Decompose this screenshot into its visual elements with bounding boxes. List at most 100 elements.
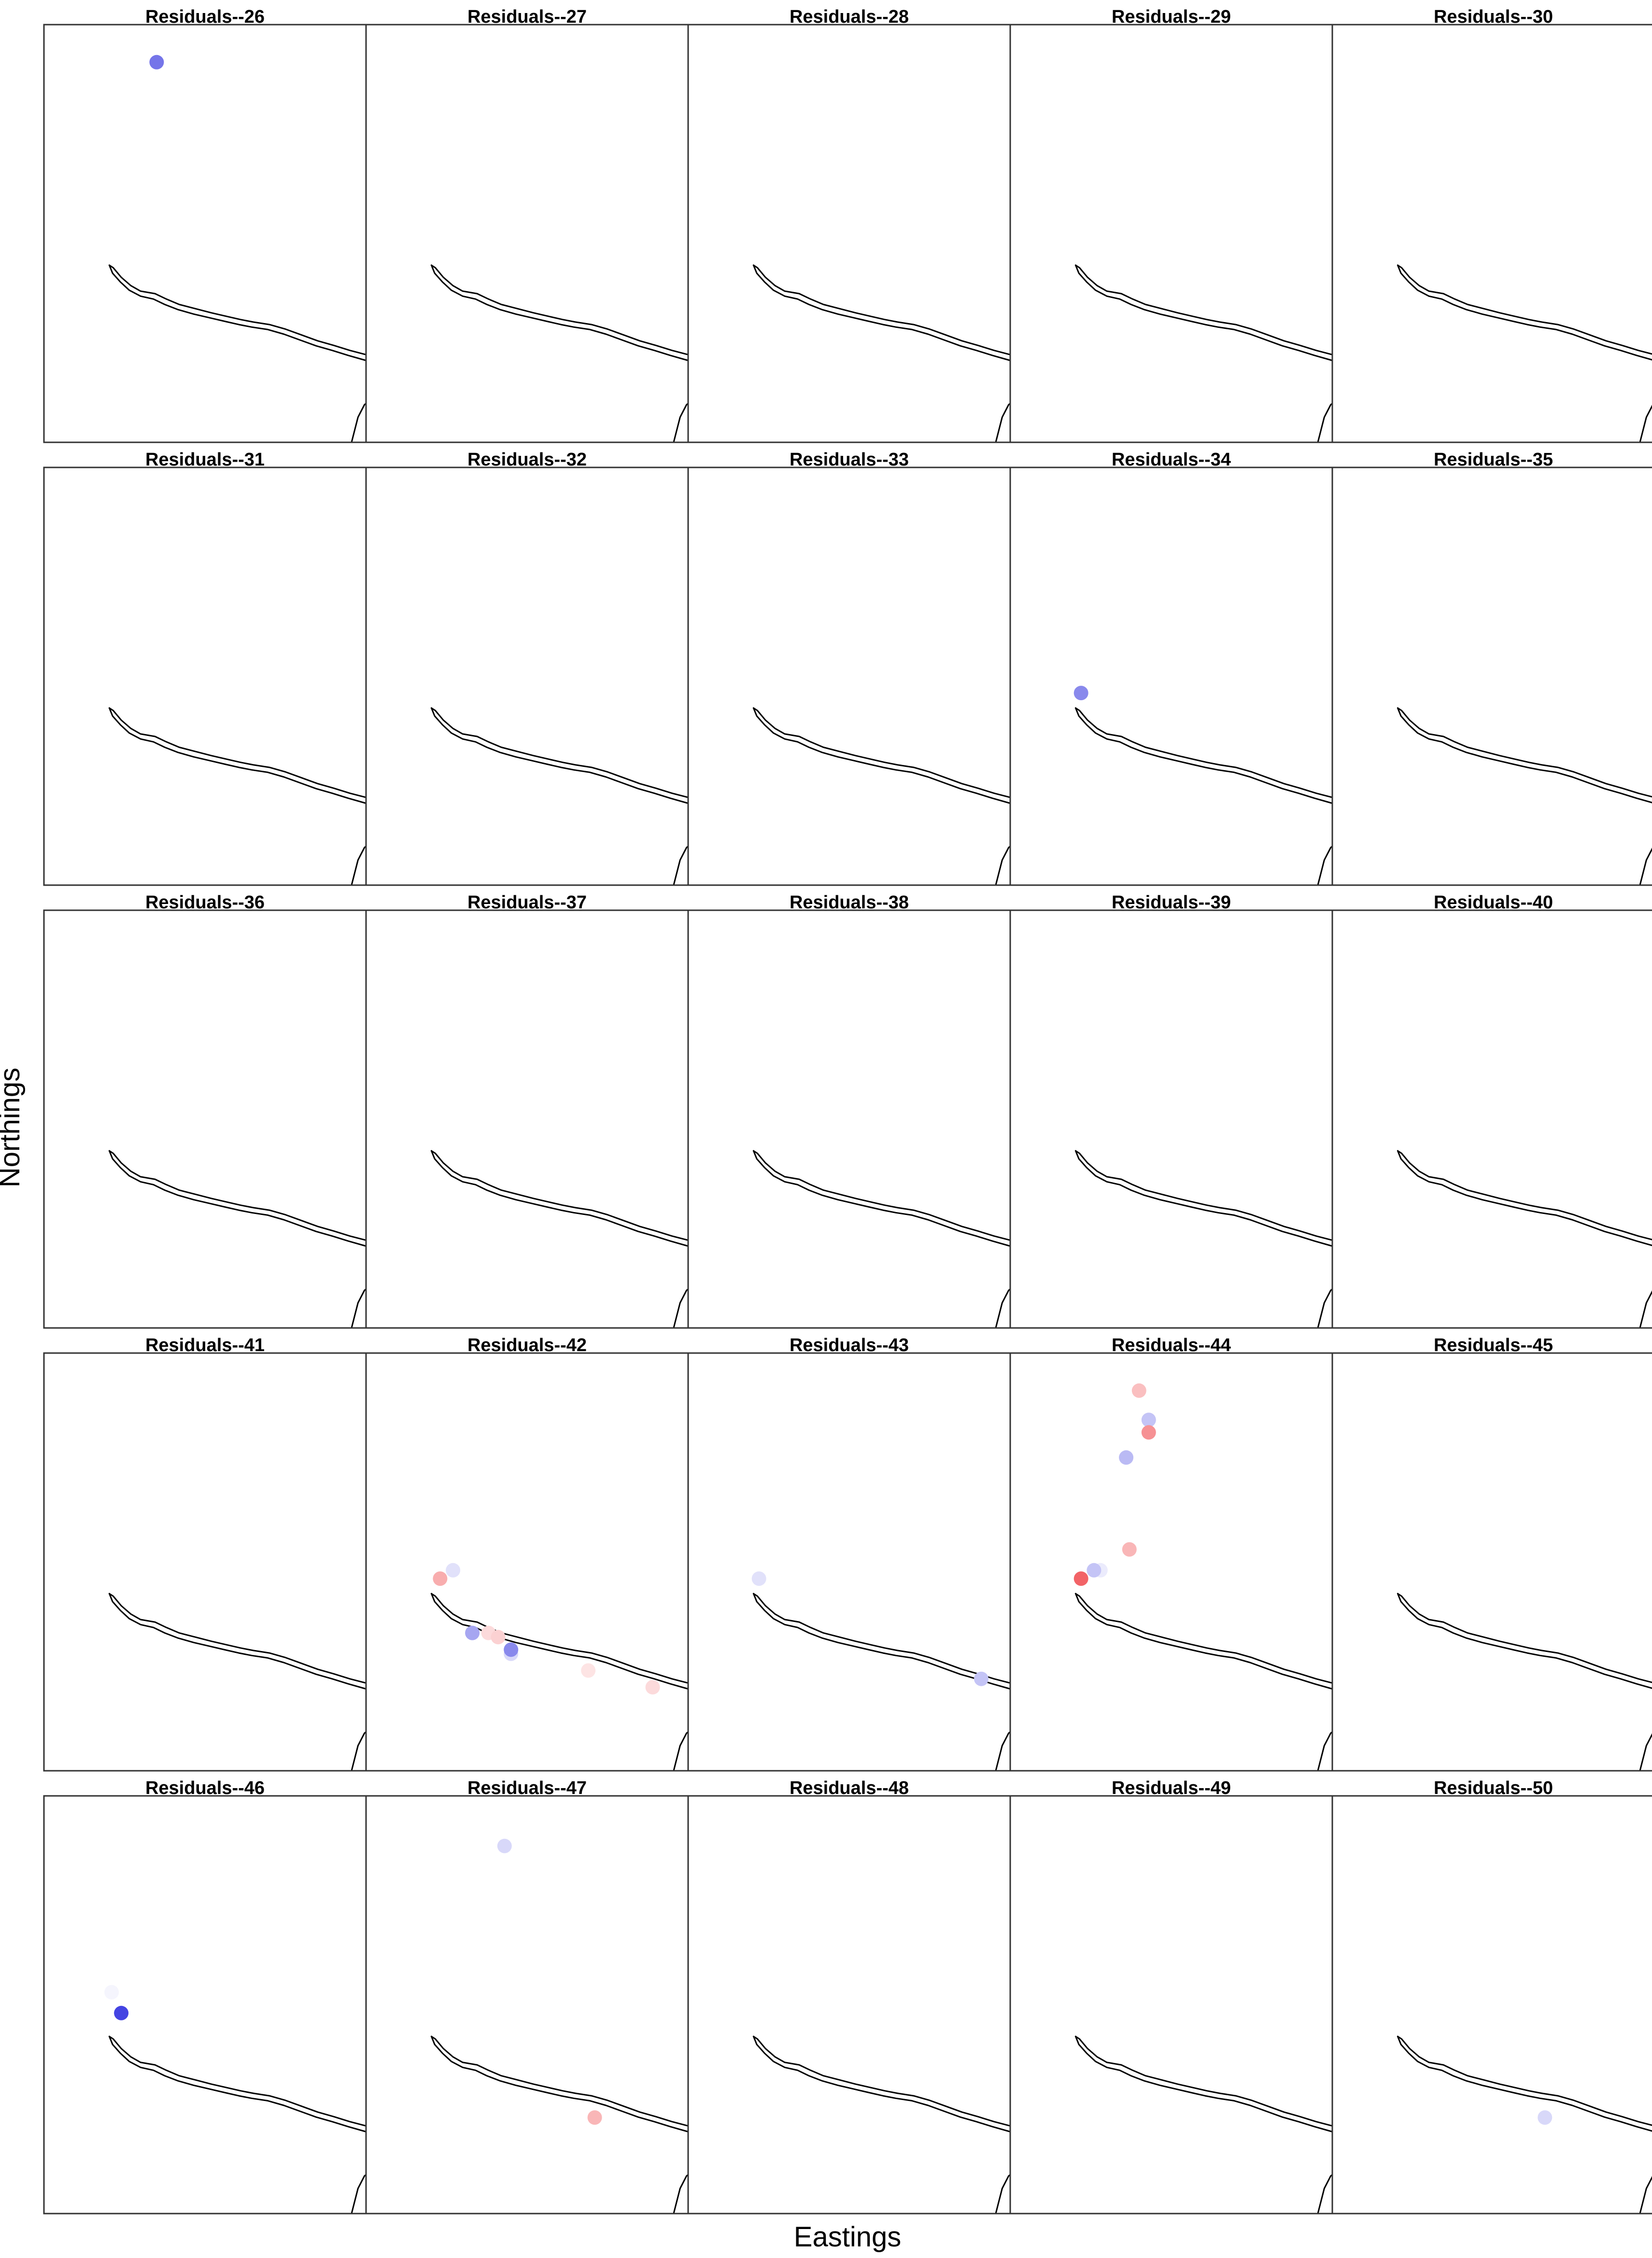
panel-title: Residuals--43 — [790, 1335, 909, 1355]
coastline-corner — [1639, 847, 1652, 886]
coastline — [752, 264, 1011, 355]
residual-point — [465, 1625, 480, 1640]
coastline-corner — [995, 1288, 1011, 1329]
panel-title: Residuals--34 — [1112, 450, 1231, 470]
residual-point — [504, 1642, 519, 1657]
residual-point — [1073, 686, 1088, 701]
residual-point — [645, 1680, 660, 1694]
coastline — [1397, 707, 1652, 804]
panel: Residuals--33 — [687, 450, 1011, 886]
panel-frame — [365, 1352, 689, 1772]
panel-title: Residuals--49 — [1112, 1778, 1231, 1798]
panel-frame — [1331, 24, 1652, 443]
residual-point — [497, 1838, 512, 1853]
panel-frame — [43, 909, 367, 1329]
residual-point — [1087, 1563, 1101, 1578]
panel-frame — [1009, 909, 1333, 1329]
coastline-corner — [1639, 2176, 1652, 2215]
coastline-corner — [1317, 846, 1333, 886]
panel-frame — [365, 1795, 689, 2215]
residual-point — [433, 1571, 448, 1586]
coastline — [430, 2035, 689, 2132]
residual-point — [446, 1563, 461, 1578]
coastline — [430, 707, 689, 798]
panel: Residuals--46 — [43, 1778, 367, 2215]
panel: Residuals--31 — [43, 450, 367, 886]
coastline-corner — [1639, 1290, 1652, 1329]
panel: Residuals--39 — [1009, 892, 1333, 1329]
panel-title: Residuals--30 — [1434, 7, 1553, 27]
panel-title: Residuals--48 — [790, 1778, 909, 1798]
panel-title: Residuals--28 — [790, 7, 909, 27]
panel-frame — [687, 466, 1011, 886]
coastline — [1074, 264, 1333, 361]
coastline — [752, 1150, 1011, 1247]
coastline — [1397, 1593, 1652, 1689]
coastline — [108, 1593, 367, 1690]
coastline — [108, 2035, 367, 2127]
coastline-corner — [673, 1288, 689, 1329]
coastline-corner — [673, 403, 689, 443]
panel-title: Residuals--45 — [1434, 1335, 1553, 1355]
panel-frame — [365, 909, 689, 1329]
coastline-corner — [351, 846, 367, 886]
panel: Residuals--48 — [687, 1778, 1011, 2215]
panel: Residuals--28 — [687, 7, 1011, 443]
coastline — [1074, 2035, 1333, 2127]
panel: Residuals--49 — [1009, 1778, 1333, 2215]
coastline — [1074, 2035, 1333, 2132]
panel: Residuals--36 — [43, 892, 367, 1329]
panel: Residuals--43 — [687, 1335, 1011, 1772]
coastline-corner — [673, 1731, 689, 1772]
panel-frame — [1009, 466, 1333, 886]
panel-frame — [1009, 1795, 1333, 2215]
coastline — [108, 1150, 367, 1241]
panel: Residuals--30 — [1331, 7, 1652, 443]
panel-title: Residuals--37 — [467, 892, 587, 913]
panel-frame — [1009, 24, 1333, 443]
coastline — [1074, 1593, 1333, 1684]
coastline-corner — [1317, 1731, 1333, 1772]
panel-title: Residuals--29 — [1112, 7, 1231, 27]
coastline-corner — [995, 846, 1011, 886]
panel-title: Residuals--33 — [790, 450, 909, 470]
coastline — [108, 264, 367, 361]
coastline — [430, 264, 689, 355]
residual-point — [1131, 1383, 1146, 1398]
coastline — [1397, 1150, 1652, 1241]
coastline — [752, 707, 1011, 804]
coastline-corner — [351, 1288, 367, 1329]
residual-point — [1073, 1571, 1088, 1586]
coastline — [430, 1150, 689, 1241]
residual-point — [491, 1630, 506, 1645]
coastline — [1397, 707, 1652, 798]
panel-title: Residuals--27 — [467, 7, 587, 27]
coastline — [1397, 1150, 1652, 1246]
coastline-corner — [1639, 405, 1652, 443]
panel: Residuals--42 — [365, 1335, 689, 1772]
coastline — [1397, 2035, 1652, 2132]
panel-title: Residuals--32 — [467, 450, 587, 470]
residual-point — [1141, 1425, 1156, 1440]
panel-title: Residuals--44 — [1112, 1335, 1231, 1355]
residual-point — [114, 2005, 129, 2020]
coastline — [430, 707, 689, 804]
panel: Residuals--47 — [365, 1778, 689, 2215]
panel: Residuals--26 — [43, 7, 367, 443]
coastline — [108, 1593, 367, 1684]
panel-title: Residuals--35 — [1434, 450, 1553, 470]
panel-title: Residuals--50 — [1434, 1778, 1553, 1798]
panel-frame — [43, 1795, 367, 2215]
panel-frame — [687, 24, 1011, 443]
panel-frame — [1009, 1352, 1333, 1772]
panel-title: Residuals--41 — [145, 1335, 265, 1355]
panel-title: Residuals--47 — [467, 1778, 587, 1798]
panel-frame — [1331, 1795, 1652, 2215]
coastline — [1397, 1593, 1652, 1683]
coastline — [752, 1593, 1011, 1684]
panel: Residuals--40 — [1331, 892, 1652, 1329]
coastline — [108, 707, 367, 804]
residual-point — [1538, 2110, 1553, 2125]
panel-title: Residuals--46 — [145, 1778, 265, 1798]
coastline-corner — [351, 403, 367, 443]
